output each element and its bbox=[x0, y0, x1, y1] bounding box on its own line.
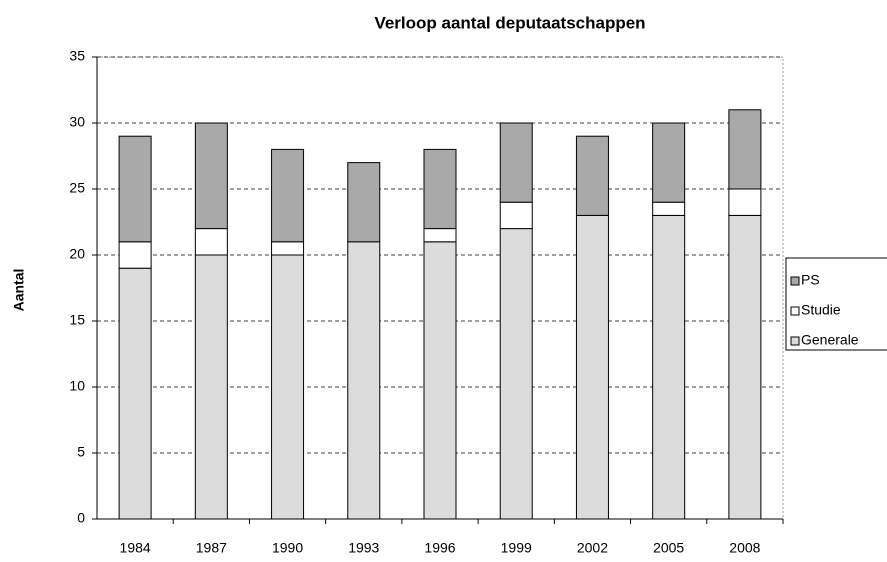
x-tick-label: 1990 bbox=[272, 540, 303, 556]
y-tick-label: 30 bbox=[69, 114, 85, 130]
bar-segment bbox=[575, 214, 609, 520]
y-tick-label: 20 bbox=[69, 246, 85, 262]
bar-segment bbox=[118, 267, 152, 520]
y-tick-label: 10 bbox=[69, 378, 85, 394]
x-tick-label: 1999 bbox=[501, 540, 532, 556]
bar-segment bbox=[728, 109, 762, 190]
x-tick-label: 2002 bbox=[577, 540, 608, 556]
bar-segment bbox=[271, 148, 305, 243]
bar-segment bbox=[575, 135, 609, 216]
chart-title: Verloop aantal deputaatschappen bbox=[374, 13, 645, 32]
legend-box bbox=[785, 257, 887, 351]
legend-swatch bbox=[790, 306, 800, 316]
legend-label: PS bbox=[801, 272, 820, 288]
bar-segment bbox=[423, 148, 457, 230]
x-tick-label: 1993 bbox=[348, 540, 379, 556]
bar-segment bbox=[499, 201, 533, 230]
bar-segment bbox=[423, 241, 457, 520]
y-tick-label: 25 bbox=[69, 180, 85, 196]
legend-label: Generale bbox=[801, 332, 859, 348]
x-tick-label: 2005 bbox=[653, 540, 684, 556]
y-axis-label: Aantal bbox=[11, 269, 27, 312]
x-tick-label: 1984 bbox=[120, 540, 151, 556]
bar-segment bbox=[728, 188, 762, 216]
y-tick-label: 35 bbox=[69, 48, 85, 64]
bar-segment bbox=[652, 201, 686, 216]
y-tick-label: 15 bbox=[69, 312, 85, 328]
bar-segment bbox=[271, 254, 305, 520]
bar-segment bbox=[652, 122, 686, 203]
y-tick-label: 5 bbox=[77, 444, 85, 460]
bar-segment bbox=[499, 228, 533, 520]
y-tick-label: 0 bbox=[77, 510, 85, 526]
bar-segment bbox=[347, 162, 381, 243]
bar-segment bbox=[652, 214, 686, 520]
bar-segment bbox=[728, 214, 762, 520]
bar-segment bbox=[194, 254, 228, 520]
bar-segment bbox=[118, 135, 152, 243]
bar-segment bbox=[347, 241, 381, 520]
legend-swatch bbox=[790, 336, 800, 346]
legend-label: Studie bbox=[801, 302, 841, 318]
bar-segment bbox=[118, 241, 152, 269]
bar-segment bbox=[194, 228, 228, 256]
legend-swatch bbox=[790, 276, 800, 286]
x-tick-label: 2008 bbox=[729, 540, 760, 556]
bar-segment bbox=[423, 228, 457, 243]
bar-segment bbox=[194, 122, 228, 230]
x-tick-label: 1987 bbox=[196, 540, 227, 556]
x-tick-label: 1996 bbox=[424, 540, 455, 556]
bar-segment bbox=[271, 241, 305, 256]
bar-segment bbox=[499, 122, 533, 203]
